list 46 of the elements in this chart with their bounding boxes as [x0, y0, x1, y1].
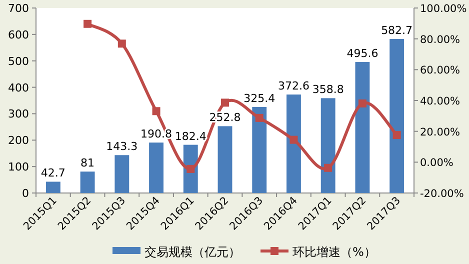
y-tick-label: 400	[8, 81, 29, 94]
y-tick-label: 0	[22, 187, 29, 200]
point	[221, 98, 229, 107]
bar	[46, 182, 60, 193]
y2-tick-label: 100.00%	[420, 3, 467, 15]
legend-label: 交易规模（亿元）	[144, 245, 240, 259]
y2-tick-label: 80.00%	[420, 34, 460, 46]
data-label: 143.3	[106, 140, 138, 154]
bar	[252, 107, 267, 193]
point	[152, 107, 160, 116]
bar	[286, 94, 301, 193]
y-tick-label: 100	[8, 160, 29, 174]
point	[255, 114, 264, 122]
point	[358, 99, 366, 108]
y-tick-label: 500	[8, 54, 29, 68]
point	[392, 131, 401, 140]
data-label: 495.6	[346, 47, 378, 60]
data-label: 81	[80, 156, 95, 170]
bar	[355, 62, 370, 193]
bar	[80, 172, 95, 193]
y-tick-label: 700	[8, 2, 29, 15]
legend-label: 环比增速（%）	[292, 245, 376, 259]
data-label: 582.7	[381, 24, 413, 37]
point	[118, 40, 126, 48]
data-label: 182.4	[174, 130, 206, 143]
y-tick-label: 300	[8, 108, 29, 121]
y-tick-label: 600	[8, 28, 29, 42]
data-label: 372.6	[278, 80, 310, 93]
y-tick-label: 200	[8, 134, 29, 148]
bar	[114, 155, 130, 193]
point	[186, 164, 195, 173]
point	[84, 20, 92, 28]
data-label: 358.8	[312, 83, 344, 96]
y2-tick-label: -20.00%	[420, 188, 464, 200]
data-label: 42.7	[40, 166, 66, 180]
bar	[149, 142, 164, 193]
y2-tick-label: 60.00%	[420, 64, 460, 77]
bar	[218, 126, 232, 193]
y2-tick-label: 0.00%	[420, 157, 454, 170]
y2-tick-label: 20.00%	[420, 126, 460, 138]
y2-tick-label: 40.00%	[420, 96, 460, 108]
point	[324, 164, 332, 172]
data-label: 325.4	[244, 92, 276, 105]
bar	[320, 98, 336, 193]
bar	[390, 39, 404, 193]
point	[290, 136, 298, 144]
